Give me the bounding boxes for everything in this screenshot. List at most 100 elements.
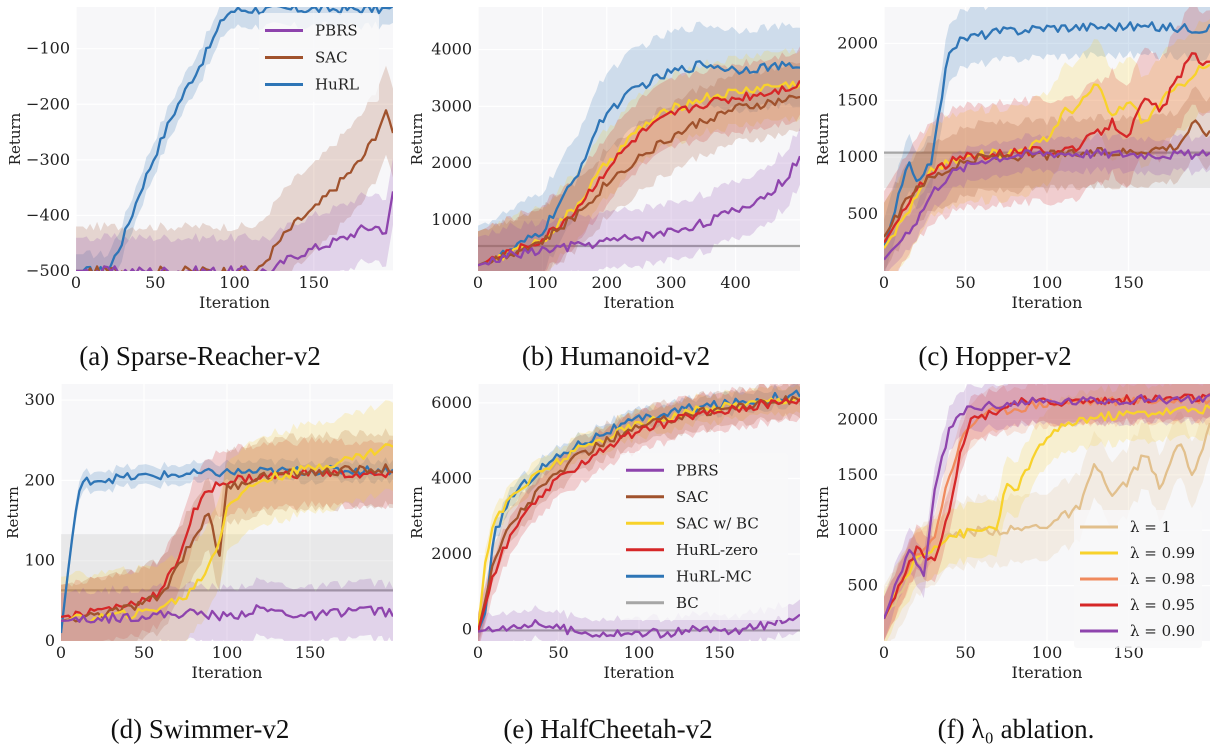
legend-label: PBRS [676, 461, 719, 479]
legend: PBRS SAC HuRL [259, 13, 379, 102]
band-lam095 [884, 384, 1210, 641]
band-sac-w-bc [478, 47, 800, 271]
y-axis-label: Return [4, 486, 22, 539]
band-lam1 [884, 389, 1210, 641]
plot-area [478, 7, 800, 271]
band-hurl-zero [61, 436, 393, 641]
band-hurl-mc [884, 7, 1210, 271]
panel-b: 0 100 200 300 400 1000 2000 3000 4000 Iteration Re… [408, 7, 800, 371]
series-line-hurl-mc [478, 389, 800, 633]
legend-label: λ = 0.95 [1130, 596, 1195, 614]
legend-label: SAC [315, 49, 348, 67]
y-tick-label: 2000 [837, 33, 878, 52]
series-line-hurl-zero [478, 398, 800, 632]
x-axis-label: Iteration [604, 293, 675, 312]
panel-e: 0 50 100 150 0 2000 4000 6000 Iteration Return (e)… [408, 384, 800, 744]
y-axis-label: Return [6, 112, 24, 165]
legend-label: λ = 0.99 [1130, 544, 1195, 562]
y-tick-label: 4000 [431, 468, 472, 487]
legend: PBRS SAC SAC w/ BC HuRL-zero HuRL-MC BC [620, 453, 788, 620]
y-tick-label: 0 [45, 631, 55, 650]
series-line-pbrs [76, 191, 393, 271]
x-tick-label: 400 [720, 273, 751, 292]
panel-a: 0 50 100 150 −500 −400 −300 −200 −100 Iteration Re… [6, 7, 393, 371]
legend-label: HuRL-zero [676, 541, 758, 559]
x-tick-label: 150 [298, 273, 329, 292]
x-axis-label: Iteration [192, 663, 263, 682]
y-tick-label: −200 [26, 94, 70, 113]
y-tick-label: 0 [462, 620, 472, 639]
x-tick-label: 0 [71, 273, 81, 292]
band-sac [884, 86, 1210, 271]
y-tick-label: 1500 [837, 465, 878, 484]
x-tick-label: 150 [704, 643, 735, 662]
y-tick-label: 6000 [431, 393, 472, 412]
x-tick-label: 50 [134, 643, 154, 662]
x-tick-label: 100 [219, 273, 250, 292]
band-sac-w-bc [884, 19, 1210, 271]
x-axis-label: Iteration [199, 293, 270, 312]
band-pbrs [478, 127, 800, 271]
panel-c: 0 50 100 150 500 1000 1500 2000 Iteration Return (… [814, 7, 1210, 371]
x-axis-label: Iteration [1012, 293, 1083, 312]
panel-d: 0 50 100 150 0 100 200 300 Iteration Return (d) Sw… [4, 384, 393, 744]
y-tick-label: 3000 [431, 96, 472, 115]
legend-label: SAC [676, 488, 709, 506]
panel-caption: (f) λ₀ ablation. [938, 714, 1095, 744]
x-tick-label: 300 [656, 273, 687, 292]
band-sac [478, 384, 800, 641]
y-axis-label: Return [814, 112, 832, 165]
y-tick-label: 1000 [837, 147, 878, 166]
x-axis-label: Iteration [604, 663, 675, 682]
x-tick-label: 0 [879, 273, 889, 292]
series-line-sac [76, 109, 393, 271]
x-tick-label: 0 [879, 643, 889, 662]
series-line-pbrs [61, 604, 393, 624]
series-line-hurl-mc [61, 464, 393, 634]
band-sac-w-bc [61, 400, 393, 641]
band-sac [478, 61, 800, 271]
series-line--0-98 [884, 394, 1210, 620]
legend-label: λ = 0.98 [1130, 570, 1195, 588]
band-sac [61, 428, 393, 641]
panel-caption: (c) Hopper-v2 [918, 341, 1071, 371]
x-tick-label: 100 [527, 273, 558, 292]
y-tick-label: 2000 [837, 409, 878, 428]
y-tick-label: 500 [847, 576, 878, 595]
series-line-sac-w-bc [478, 396, 800, 632]
band-hurl-mc [478, 384, 800, 641]
legend-label: SAC w/ BC [676, 514, 759, 532]
x-tick-label: 150 [1113, 273, 1144, 292]
band-hurl-zero [478, 384, 800, 641]
band-hurl-zero [478, 46, 800, 271]
band-sac-w-bc [478, 384, 800, 641]
legend-label: HuRL-MC [676, 567, 752, 585]
y-axis-label: Return [408, 486, 426, 539]
bc-band [61, 534, 393, 591]
y-tick-label: 1000 [837, 520, 878, 539]
series-line-sac [478, 94, 800, 267]
y-axis-label: Return [814, 486, 832, 539]
y-tick-label: 2000 [431, 544, 472, 563]
legend-label: λ = 0.90 [1130, 622, 1195, 640]
series-line-pbrs [884, 148, 1210, 261]
panel-caption: (a) Sparse-Reacher-v2 [79, 341, 321, 371]
x-axis-label: Iteration [1012, 663, 1083, 682]
series-line-hurl-mc [478, 60, 800, 267]
x-tick-label: 100 [1032, 643, 1063, 662]
panel-caption: (d) Swimmer-v2 [111, 714, 290, 744]
series-line--0-90 [884, 393, 1210, 620]
band-hurl-mc [478, 21, 800, 271]
band-hurl-zero [884, 7, 1210, 271]
series-line-hurl-mc [884, 21, 1210, 249]
band-sac [76, 65, 393, 271]
x-tick-label: 100 [212, 643, 243, 662]
panel-f: 0 50 100 150500100015002000IterationReturn(… [814, 384, 1210, 744]
x-tick-label: 0 [56, 643, 66, 662]
x-tick-label: 0 [473, 643, 483, 662]
y-axis-label: Return [408, 112, 426, 165]
y-tick-label: −300 [26, 150, 70, 169]
x-tick-label: 50 [955, 273, 975, 292]
panel-caption: (e) HalfCheetah-v2 [503, 714, 712, 744]
